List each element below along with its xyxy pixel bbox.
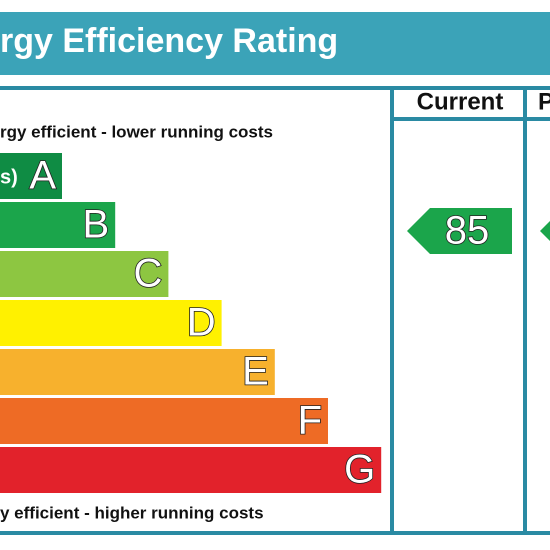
top-note: rgy efficient - lower running costs <box>0 122 273 141</box>
title-bar <box>0 12 550 75</box>
band-letter: C <box>134 252 163 296</box>
rating-band <box>0 349 275 395</box>
rating-band <box>0 398 328 444</box>
band-letter: G <box>344 448 375 492</box>
rating-band <box>0 447 382 493</box>
panel-border <box>0 86 550 535</box>
bottom-note: y efficient - higher running costs <box>0 503 264 522</box>
rating-band <box>0 153 62 199</box>
band-letter: B <box>83 203 110 247</box>
current-rating: 85 <box>445 209 490 253</box>
rating-band <box>0 251 169 297</box>
band-letter: F <box>298 399 322 443</box>
band-range: s) <box>0 166 18 188</box>
column-header: Current <box>417 88 504 115</box>
band-letter: A <box>29 154 56 198</box>
potential-arrow <box>540 221 550 241</box>
current-arrow <box>407 208 512 254</box>
band-letter: E <box>242 350 269 394</box>
rating-band <box>0 202 116 248</box>
band-letter: D <box>187 301 216 345</box>
title: rgy Efficiency Rating <box>0 22 338 60</box>
column-header: P <box>538 88 550 115</box>
rating-band <box>0 300 222 346</box>
